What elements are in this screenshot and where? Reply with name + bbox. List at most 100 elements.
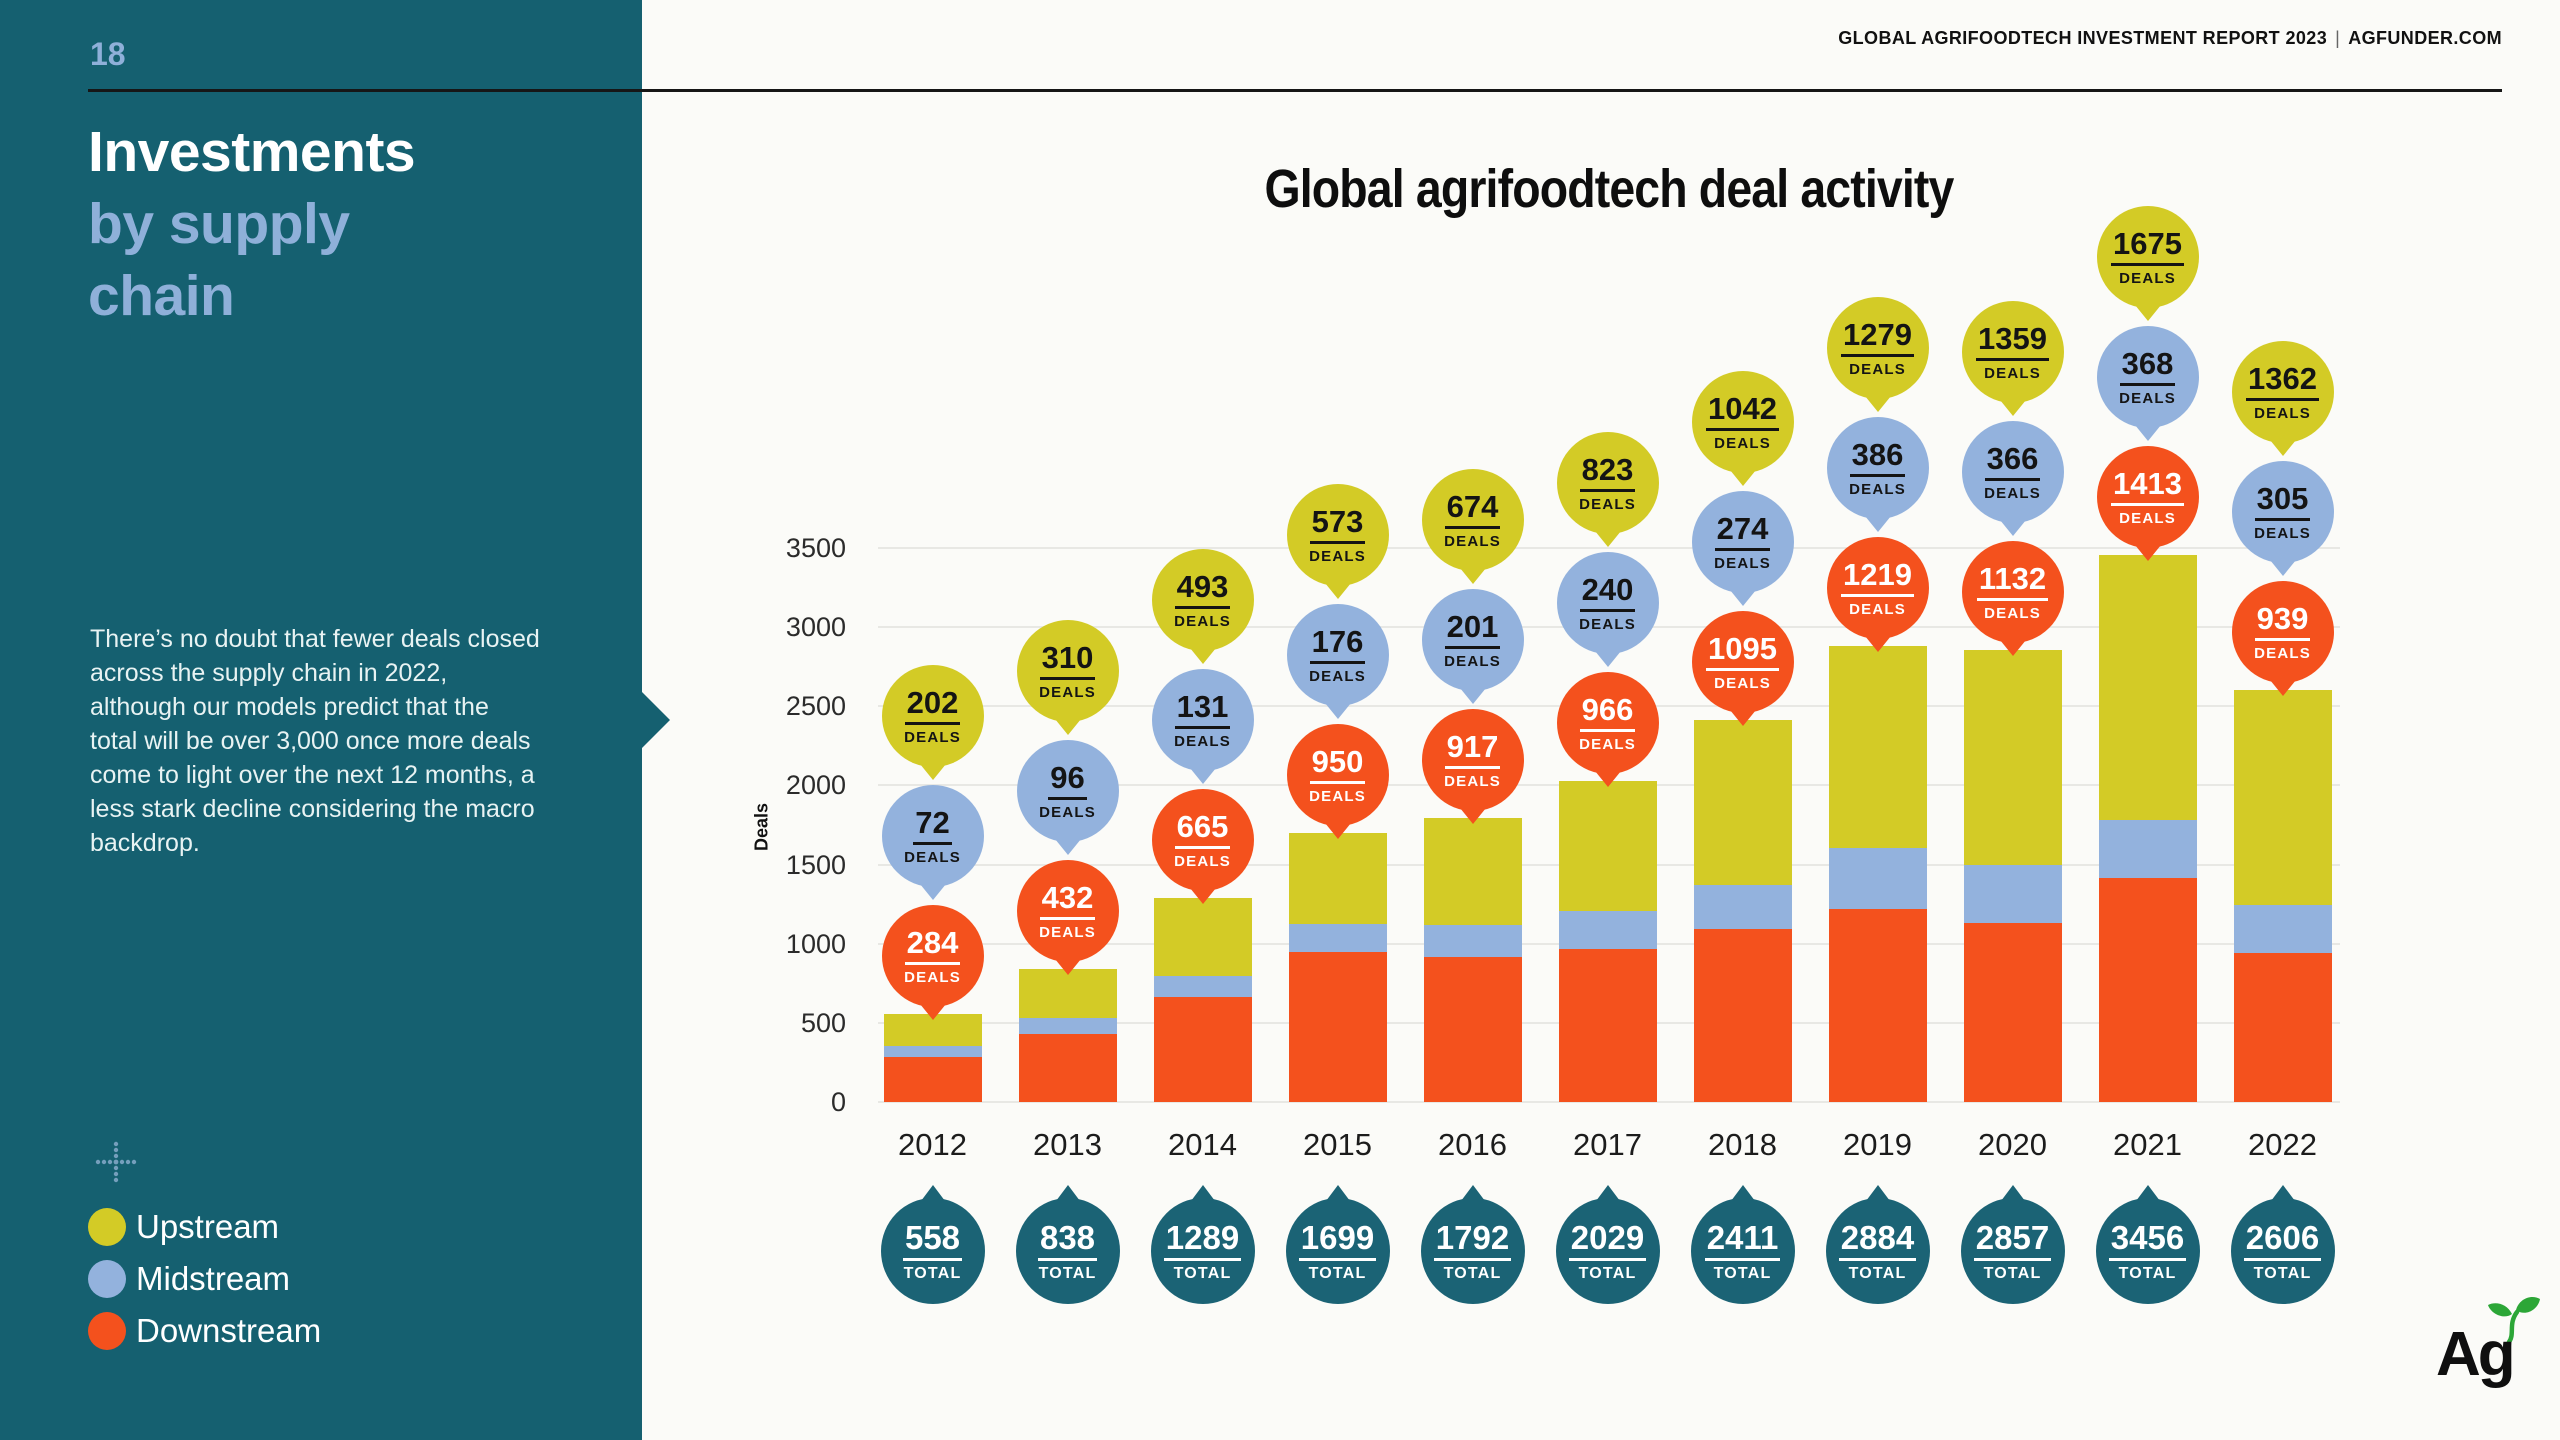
deal-bubble-downstream-2019: 1219 DEALS [1826, 536, 1929, 652]
bubble-tail-icon [1864, 395, 1891, 412]
deal-unit-label: DEALS [1174, 732, 1231, 750]
deal-count: 1042 [1706, 393, 1779, 432]
deal-bubble-upstream-2021: 1675 DEALS [2096, 205, 2199, 321]
deal-bubble-downstream-2022: 939 DEALS [2231, 580, 2334, 696]
deal-unit-label: DEALS [1039, 684, 1096, 702]
deal-count: 284 [904, 927, 961, 965]
deal-unit-label: DEALS [2254, 644, 2311, 662]
y-tick-label-2500: 2500 [785, 691, 846, 722]
legend-item-midstream: Midstream [88, 1260, 321, 1298]
bar-segment-downstream-2019 [1828, 909, 1927, 1102]
deal-bubble-upstream-2018: 1042 DEALS [1691, 371, 1794, 487]
total-unit-label: TOTAL [1578, 1264, 1637, 1282]
bar-segment-downstream-2017 [1558, 949, 1657, 1102]
bubble-tail-icon [1459, 688, 1486, 705]
bar-segment-midstream-2012 [883, 1045, 982, 1058]
bubble-tail-icon [1594, 770, 1621, 787]
x-tick-label-2013: 2013 [1033, 1127, 1102, 1162]
header-separator: | [2335, 28, 2341, 48]
deal-unit-label: DEALS [1714, 555, 1771, 573]
deal-bubble-downstream-2013: 432 DEALS [1016, 860, 1119, 976]
y-tick-label-3500: 3500 [785, 533, 846, 563]
total-unit-label: TOTAL [1983, 1264, 2042, 1282]
bubble-tail-icon [1729, 710, 1756, 727]
total-unit-label: TOTAL [1443, 1264, 1502, 1282]
bar-segment-midstream-2019 [1828, 847, 1927, 910]
deal-count: 493 [1174, 571, 1231, 609]
deal-count: 674 [1444, 491, 1501, 530]
deal-bubble-midstream-2021: 368 DEALS [2096, 325, 2199, 441]
legend-label: Midstream [136, 1260, 291, 1297]
deal-bubble-midstream-2020: 366 DEALS [1961, 420, 2064, 536]
bubble-tail-icon [1324, 823, 1351, 840]
bubble-tail-icon [2135, 1185, 2160, 1201]
page-title-line3: chain [88, 264, 235, 328]
bubble-tail-icon [2134, 304, 2161, 321]
deal-bubble-downstream-2015: 950 DEALS [1286, 724, 1389, 840]
x-tick-label-2019: 2019 [1843, 1127, 1912, 1162]
deal-count: 1279 [1841, 319, 1914, 357]
total-unit-label: TOTAL [1173, 1264, 1232, 1282]
deal-count: 950 [1309, 746, 1366, 785]
bar-segment-downstream-2018 [1693, 928, 1792, 1102]
legend-item-upstream: Upstream [88, 1208, 321, 1246]
deal-unit-label: DEALS [1039, 924, 1096, 942]
bubble-tail-icon [1459, 808, 1486, 825]
deal-unit-label: DEALS [1984, 604, 2041, 622]
deal-bubble-upstream-2016: 674 DEALS [1421, 469, 1524, 585]
page-title-line2: by supply [88, 192, 350, 256]
bubble-tail-icon [1999, 399, 2026, 416]
dotted-cross-icon [95, 1141, 137, 1183]
x-tick-label-2012: 2012 [898, 1127, 967, 1162]
x-tick-label-2016: 2016 [1438, 1127, 1507, 1162]
y-tick-label-500: 500 [800, 1007, 846, 1038]
total-count: 1289 [1163, 1221, 1242, 1261]
agfunder-logo: Ag [2436, 1296, 2560, 1426]
bar-segment-upstream-2020 [1963, 649, 2062, 865]
sidebar [0, 0, 642, 1440]
bubble-tail-icon [2134, 424, 2161, 441]
deal-bubble-midstream-2018: 274 DEALS [1691, 491, 1794, 607]
total-unit-label: TOTAL [2253, 1264, 2312, 1282]
gridline-0 [878, 1101, 2340, 1103]
bubble-tail-icon [919, 883, 946, 900]
deal-bubble-upstream-2019: 1279 DEALS [1826, 296, 1929, 412]
page-number: 18 [90, 36, 126, 72]
total-unit-label: TOTAL [1038, 1264, 1097, 1282]
deal-unit-label: DEALS [1849, 360, 1906, 378]
bubble-tail-icon [1190, 1185, 1215, 1201]
total-count: 1792 [1433, 1221, 1512, 1261]
bubble-tail-icon [1729, 590, 1756, 607]
deal-bubble-upstream-2020: 1359 DEALS [1961, 300, 2064, 416]
bubble-tail-icon [1325, 1185, 1350, 1201]
total-unit-label: TOTAL [1308, 1264, 1367, 1282]
deal-count: 939 [2254, 603, 2311, 641]
bar-segment-upstream-2022 [2233, 689, 2332, 906]
deal-unit-label: DEALS [904, 968, 961, 986]
bar-segment-midstream-2015 [1288, 923, 1387, 952]
bar-segment-midstream-2021 [2098, 820, 2197, 879]
deal-count: 1219 [1841, 559, 1914, 597]
y-axis-label: Deals [751, 802, 772, 852]
deal-bubble-midstream-2012: 72 DEALS [881, 784, 984, 900]
bar-segment-upstream-2013 [1018, 969, 1117, 1019]
bar-segment-midstream-2014 [1153, 976, 1252, 997]
total-count: 838 [1037, 1221, 1098, 1261]
bubble-tail-icon [1595, 1185, 1620, 1201]
deal-count: 1362 [2246, 363, 2319, 401]
deal-bubble-upstream-2017: 823 DEALS [1556, 431, 1659, 547]
bar-segment-downstream-2016 [1423, 956, 1522, 1102]
deal-unit-label: DEALS [1444, 773, 1501, 791]
deal-bubble-midstream-2022: 305 DEALS [2231, 460, 2334, 576]
total-bubble-2021: 3456 TOTAL [2095, 1185, 2200, 1304]
bubble-tail-icon [1324, 703, 1351, 720]
bubble-tail-icon [2270, 1185, 2295, 1201]
deal-unit-label: DEALS [1579, 495, 1636, 513]
x-tick-label-2022: 2022 [2248, 1127, 2317, 1162]
legend-label: Downstream [136, 1312, 322, 1349]
deal-unit-label: DEALS [904, 728, 961, 746]
deal-count: 305 [2254, 483, 2311, 521]
deal-unit-label: DEALS [1849, 600, 1906, 618]
total-bubble-2013: 838 TOTAL [1015, 1185, 1120, 1304]
deal-unit-label: DEALS [1174, 612, 1231, 630]
